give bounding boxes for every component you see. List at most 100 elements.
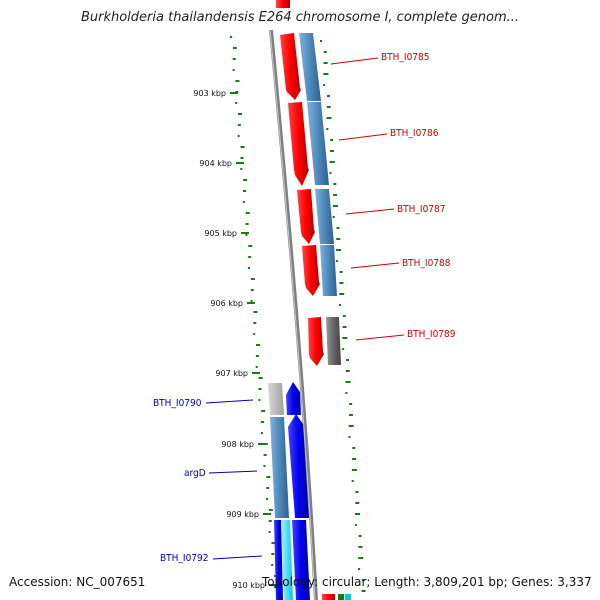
gene-label-BTH_I0789[interactable]: BTH_I0789 bbox=[407, 329, 456, 340]
gc-dot bbox=[258, 388, 262, 390]
gc-dot bbox=[342, 315, 346, 317]
gc-dot bbox=[333, 194, 338, 196]
gene-label-BTH_I0787[interactable]: BTH_I0787 bbox=[397, 204, 445, 215]
gc-dot bbox=[248, 245, 253, 247]
leader-line bbox=[355, 334, 405, 341]
gene-label-BTH_I0790[interactable]: BTH_I0790 bbox=[153, 398, 202, 409]
cds-BTH_I0789[interactable] bbox=[326, 317, 341, 365]
gene-label-BTH_I0788[interactable]: BTH_I0788 bbox=[402, 258, 451, 269]
leader-line bbox=[212, 555, 263, 560]
gc-dot bbox=[266, 476, 271, 478]
gc-dot bbox=[263, 465, 266, 467]
gene-arrow-BTH_I0790[interactable] bbox=[286, 382, 301, 415]
gc-dot bbox=[240, 157, 244, 159]
gc-dot bbox=[345, 381, 351, 383]
gc-dot bbox=[348, 436, 351, 438]
gene-arrow-partial[interactable] bbox=[276, 0, 290, 8]
gene-arrow-BTH_I0792-b[interactable] bbox=[292, 520, 310, 600]
gc-dot bbox=[336, 238, 341, 240]
gc-dot bbox=[326, 106, 331, 108]
gene-label-BTH_I0785[interactable]: BTH_I0785 bbox=[381, 52, 429, 63]
gene-label-BTH_I0786[interactable]: BTH_I0786 bbox=[390, 128, 439, 139]
gene-arrow-BTH_I0792[interactable] bbox=[274, 520, 283, 600]
gc-dot bbox=[230, 36, 232, 38]
reverse-strand-genes bbox=[268, 382, 310, 600]
cds-argD[interactable] bbox=[270, 417, 289, 518]
cds-BTH_I0788[interactable] bbox=[320, 245, 337, 296]
gene-arrow-BTH_I0786[interactable] bbox=[288, 102, 309, 186]
gc-dot bbox=[271, 564, 274, 566]
leader-line bbox=[208, 470, 258, 474]
gene-partial-bottom-2[interactable] bbox=[338, 594, 344, 600]
gc-dot bbox=[336, 227, 340, 229]
gc-dot bbox=[253, 322, 257, 324]
cds-BTH_I0790[interactable] bbox=[268, 383, 284, 415]
gc-dot bbox=[273, 586, 277, 588]
gc-dot bbox=[355, 491, 359, 493]
leader-line bbox=[350, 262, 400, 269]
gc-dot bbox=[342, 326, 347, 328]
cds-BTH_I0786[interactable] bbox=[307, 102, 329, 185]
gc-dot bbox=[248, 256, 252, 258]
gc-dot bbox=[339, 271, 343, 273]
gene-partial-bottom-1[interactable] bbox=[322, 594, 335, 600]
gc-dot bbox=[232, 58, 236, 60]
gc-dot bbox=[271, 553, 275, 555]
gc-dot bbox=[345, 370, 350, 372]
gc-dot bbox=[268, 509, 273, 511]
gc-dot bbox=[266, 498, 269, 500]
gc-dot bbox=[349, 403, 353, 405]
gene-arrow-BTH_I0789[interactable] bbox=[308, 317, 324, 366]
gc-dot bbox=[342, 337, 348, 339]
gene-arrow-BTH_I0787[interactable] bbox=[297, 189, 315, 244]
gc-dot bbox=[332, 205, 338, 207]
tick-label: 906 kbp bbox=[210, 299, 243, 308]
gene-label-BTH_I0792[interactable]: BTH_I0792 bbox=[160, 553, 208, 564]
gc-dot bbox=[326, 95, 330, 97]
gc-dot bbox=[358, 546, 363, 548]
kbp-scale: 903 kbp 904 kbp 905 kbp 906 kbp 907 kbp 908 k… bbox=[193, 89, 277, 590]
tick-label: 905 kbp bbox=[204, 229, 237, 238]
tick-label: 908 kbp bbox=[221, 440, 254, 449]
gene-arrow-BTH_I0788[interactable] bbox=[302, 245, 320, 296]
gc-dot bbox=[339, 282, 344, 284]
gc-dot bbox=[248, 267, 251, 269]
cds-BTH_I0792[interactable] bbox=[281, 520, 293, 600]
gc-dot bbox=[352, 447, 356, 449]
tick-label: 903 kbp bbox=[193, 89, 226, 98]
gene-arrow-argD[interactable] bbox=[288, 414, 309, 518]
tick-label: 904 kbp bbox=[199, 159, 232, 168]
cds-BTH_I0787[interactable] bbox=[315, 189, 334, 244]
gc-dot bbox=[271, 542, 276, 544]
gc-dot bbox=[255, 366, 258, 368]
gc-dot bbox=[329, 150, 334, 152]
gc-dot bbox=[258, 377, 263, 379]
gene-partial-bottom-3[interactable] bbox=[345, 594, 351, 600]
gc-dot bbox=[238, 113, 243, 115]
tick-label: 907 kbp bbox=[215, 369, 248, 378]
gc-dot bbox=[268, 531, 271, 533]
gc-dot bbox=[320, 40, 322, 42]
gc-dot bbox=[235, 80, 240, 82]
gc-dot bbox=[355, 513, 361, 515]
gc-dot bbox=[330, 139, 334, 141]
gc-dot bbox=[258, 399, 261, 401]
gene-arrow-BTH_I0785[interactable] bbox=[280, 33, 301, 100]
accession-label: Accession: NC_007651 bbox=[9, 575, 146, 589]
reverse-gene-labels: BTH_I0790 argD BTH_I0792 bbox=[153, 398, 263, 564]
forward-strand-genes bbox=[276, 0, 351, 600]
gc-dot bbox=[232, 47, 237, 49]
gc-dot bbox=[326, 117, 332, 119]
gc-dot bbox=[232, 69, 235, 71]
gc-dot bbox=[263, 454, 267, 456]
gc-dot bbox=[242, 201, 245, 203]
gc-dot bbox=[355, 502, 360, 504]
gc-dot bbox=[243, 190, 247, 192]
gc-dot bbox=[354, 524, 357, 526]
gene-label-argD[interactable]: argD bbox=[184, 468, 206, 479]
cds-BTH_I0785[interactable] bbox=[299, 33, 321, 101]
gc-dot bbox=[323, 73, 329, 75]
gc-dot bbox=[345, 359, 349, 361]
forward-gene-labels: BTH_I0785 BTH_I0786 BTH_I0787 BTH_I0788 … bbox=[330, 52, 456, 341]
